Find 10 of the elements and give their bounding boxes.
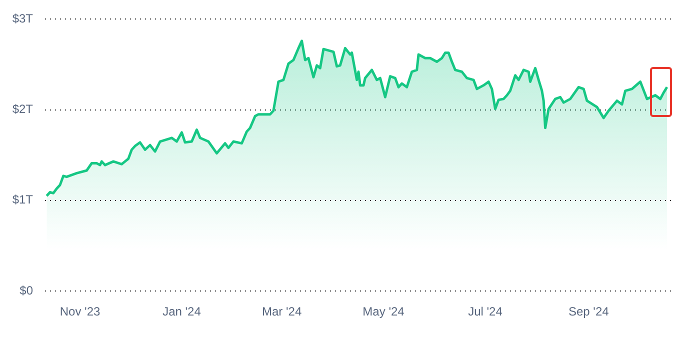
y-tick-label: $3T bbox=[12, 12, 34, 26]
x-tick-label: Mar '24 bbox=[262, 304, 302, 319]
x-tick-label: May '24 bbox=[362, 304, 405, 319]
y-tick-label: $2T bbox=[12, 102, 34, 116]
y-tick-label: $1T bbox=[12, 192, 34, 207]
y-tick-label: $0 bbox=[20, 283, 34, 298]
x-tick-label: Jan '24 bbox=[162, 304, 202, 319]
x-tick-label: Nov '23 bbox=[60, 304, 100, 319]
x-tick-label: Sep '24 bbox=[568, 304, 610, 319]
x-tick-label: Jul '24 bbox=[468, 304, 503, 319]
